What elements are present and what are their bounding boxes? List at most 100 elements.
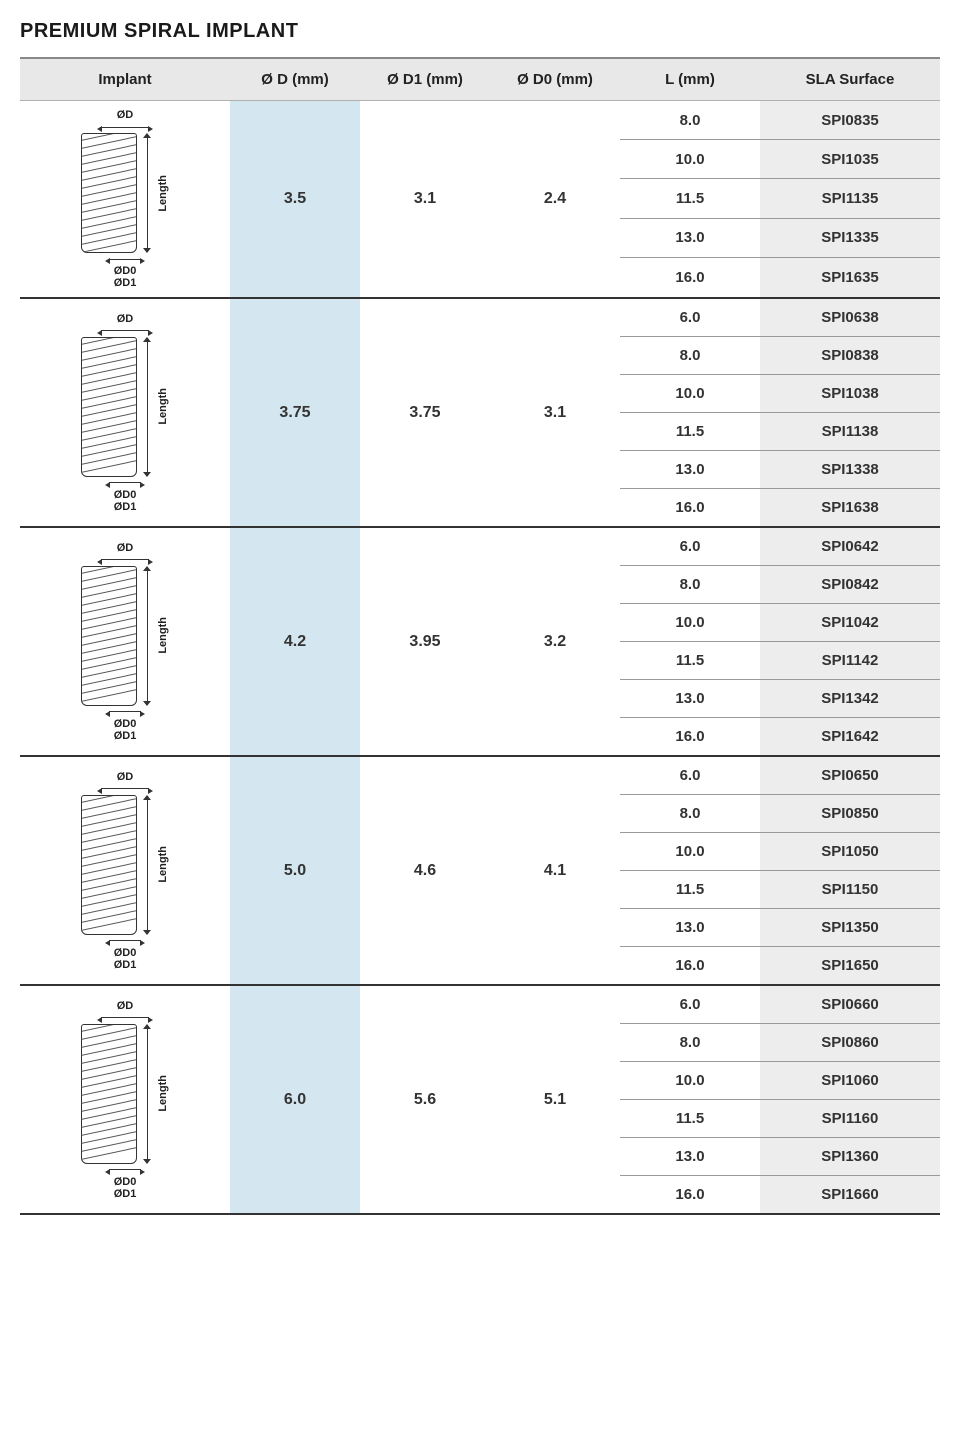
cell-l: 11.5 bbox=[620, 1100, 760, 1138]
cell-sla: SPI1160 bbox=[760, 1100, 940, 1138]
cell-l: 13.0 bbox=[620, 909, 760, 947]
diagram-body-wrap: Length bbox=[81, 133, 169, 253]
cell-l: 8.0 bbox=[620, 795, 760, 833]
diagram-arrow-od bbox=[97, 785, 153, 793]
diagram-label-length: Length bbox=[157, 846, 169, 883]
diagram-label-od: ØD bbox=[117, 109, 134, 121]
cell-d1: 3.95 bbox=[360, 528, 490, 755]
cell-sla: SPI1038 bbox=[760, 375, 940, 413]
diagram-arrow-od0 bbox=[105, 255, 145, 263]
cell-l: 6.0 bbox=[620, 757, 760, 795]
cell-sla: SPI1142 bbox=[760, 642, 940, 680]
diagram-body-wrap: Length bbox=[81, 337, 169, 477]
cell-l: 13.0 bbox=[620, 680, 760, 718]
diagram-arrow-length bbox=[143, 566, 151, 706]
diagram-arrow-od bbox=[97, 327, 153, 335]
cell-l: 13.0 bbox=[620, 1138, 760, 1176]
implant-diagram: ØDLengthØD0ØD1 bbox=[60, 101, 190, 297]
diagram-label-length: Length bbox=[157, 175, 169, 212]
implant-body-icon bbox=[81, 795, 137, 935]
cell-d0: 3.1 bbox=[490, 299, 620, 526]
diagram-label-od0: ØD0 bbox=[114, 265, 137, 277]
diagram-label-length: Length bbox=[157, 388, 169, 425]
variant-row: 11.5SPI1142 bbox=[620, 642, 940, 680]
cell-l: 10.0 bbox=[620, 1062, 760, 1100]
diagram-arrow-od bbox=[97, 556, 153, 564]
implant-body-icon bbox=[81, 566, 137, 706]
cell-d0: 4.1 bbox=[490, 757, 620, 984]
cell-sla: SPI1360 bbox=[760, 1138, 940, 1176]
diagram-body-wrap: Length bbox=[81, 1024, 169, 1164]
variant-row: 11.5SPI1135 bbox=[620, 179, 940, 218]
variant-row: 8.0SPI0850 bbox=[620, 795, 940, 833]
implant-diagram-cell: ØDLengthØD0ØD1 bbox=[20, 757, 230, 984]
cell-l: 10.0 bbox=[620, 375, 760, 413]
cell-l: 8.0 bbox=[620, 566, 760, 604]
cell-l: 16.0 bbox=[620, 1176, 760, 1213]
diagram-label-od: ØD bbox=[117, 1000, 134, 1012]
col-header-d: Ø D (mm) bbox=[230, 59, 360, 100]
cell-l: 16.0 bbox=[620, 718, 760, 755]
cell-l: 6.0 bbox=[620, 986, 760, 1024]
cell-sla: SPI1342 bbox=[760, 680, 940, 718]
diagram-body-wrap: Length bbox=[81, 795, 169, 935]
variant-row: 13.0SPI1360 bbox=[620, 1138, 940, 1176]
cell-sla: SPI1060 bbox=[760, 1062, 940, 1100]
cell-sla: SPI1638 bbox=[760, 489, 940, 526]
cell-sla: SPI1335 bbox=[760, 219, 940, 258]
diagram-arrow-od0 bbox=[105, 1166, 145, 1174]
variant-row: 13.0SPI1350 bbox=[620, 909, 940, 947]
cell-sla: SPI1138 bbox=[760, 413, 940, 451]
variant-row: 8.0SPI0860 bbox=[620, 1024, 940, 1062]
diagram-label-length: Length bbox=[157, 617, 169, 654]
cell-l: 10.0 bbox=[620, 833, 760, 871]
diagram-label-od0: ØD0 bbox=[114, 1176, 137, 1188]
variant-row: 16.0SPI1650 bbox=[620, 947, 940, 984]
table-row-group: ØDLengthØD0ØD16.05.65.16.0SPI06608.0SPI0… bbox=[20, 986, 940, 1215]
cell-sla: SPI1660 bbox=[760, 1176, 940, 1213]
diagram-arrow-od0 bbox=[105, 708, 145, 716]
cell-d: 3.5 bbox=[230, 101, 360, 297]
cell-d0: 2.4 bbox=[490, 101, 620, 297]
diagram-arrow-length bbox=[143, 337, 151, 477]
cell-l: 11.5 bbox=[620, 871, 760, 909]
cell-l: 11.5 bbox=[620, 179, 760, 218]
diagram-label-od1: ØD1 bbox=[114, 730, 137, 742]
cell-sla: SPI1135 bbox=[760, 179, 940, 218]
cell-l: 16.0 bbox=[620, 258, 760, 297]
implant-table: Implant Ø D (mm) Ø D1 (mm) Ø D0 (mm) L (… bbox=[20, 57, 940, 1215]
implant-diagram: ØDLengthØD0ØD1 bbox=[60, 305, 190, 521]
cell-sla: SPI1150 bbox=[760, 871, 940, 909]
cell-l: 10.0 bbox=[620, 140, 760, 179]
variant-row: 13.0SPI1342 bbox=[620, 680, 940, 718]
cell-sla: SPI0660 bbox=[760, 986, 940, 1024]
diagram-label-od0: ØD0 bbox=[114, 947, 137, 959]
cell-l: 11.5 bbox=[620, 413, 760, 451]
cell-l: 11.5 bbox=[620, 642, 760, 680]
implant-body-icon bbox=[81, 337, 137, 477]
cell-sla: SPI0650 bbox=[760, 757, 940, 795]
implant-diagram-cell: ØDLengthØD0ØD1 bbox=[20, 528, 230, 755]
variant-row: 16.0SPI1638 bbox=[620, 489, 940, 526]
cell-d0: 5.1 bbox=[490, 986, 620, 1213]
cell-d1: 3.75 bbox=[360, 299, 490, 526]
variants-block: 6.0SPI06428.0SPI084210.0SPI104211.5SPI11… bbox=[620, 528, 940, 755]
diagram-label-od0: ØD0 bbox=[114, 489, 137, 501]
variant-row: 16.0SPI1660 bbox=[620, 1176, 940, 1213]
implant-body-icon bbox=[81, 1024, 137, 1164]
cell-sla: SPI0638 bbox=[760, 299, 940, 337]
diagram-arrow-od bbox=[97, 1014, 153, 1022]
variant-row: 6.0SPI0650 bbox=[620, 757, 940, 795]
diagram-label-od: ØD bbox=[117, 542, 134, 554]
cell-l: 10.0 bbox=[620, 604, 760, 642]
cell-l: 16.0 bbox=[620, 489, 760, 526]
cell-d0: 3.2 bbox=[490, 528, 620, 755]
cell-sla: SPI0838 bbox=[760, 337, 940, 375]
implant-diagram: ØDLengthØD0ØD1 bbox=[60, 763, 190, 979]
variant-row: 16.0SPI1642 bbox=[620, 718, 940, 755]
cell-d: 6.0 bbox=[230, 986, 360, 1213]
variant-row: 10.0SPI1035 bbox=[620, 140, 940, 179]
cell-sla: SPI1338 bbox=[760, 451, 940, 489]
col-header-implant: Implant bbox=[20, 59, 230, 100]
table-row-group: ØDLengthØD0ØD15.04.64.16.0SPI06508.0SPI0… bbox=[20, 757, 940, 986]
